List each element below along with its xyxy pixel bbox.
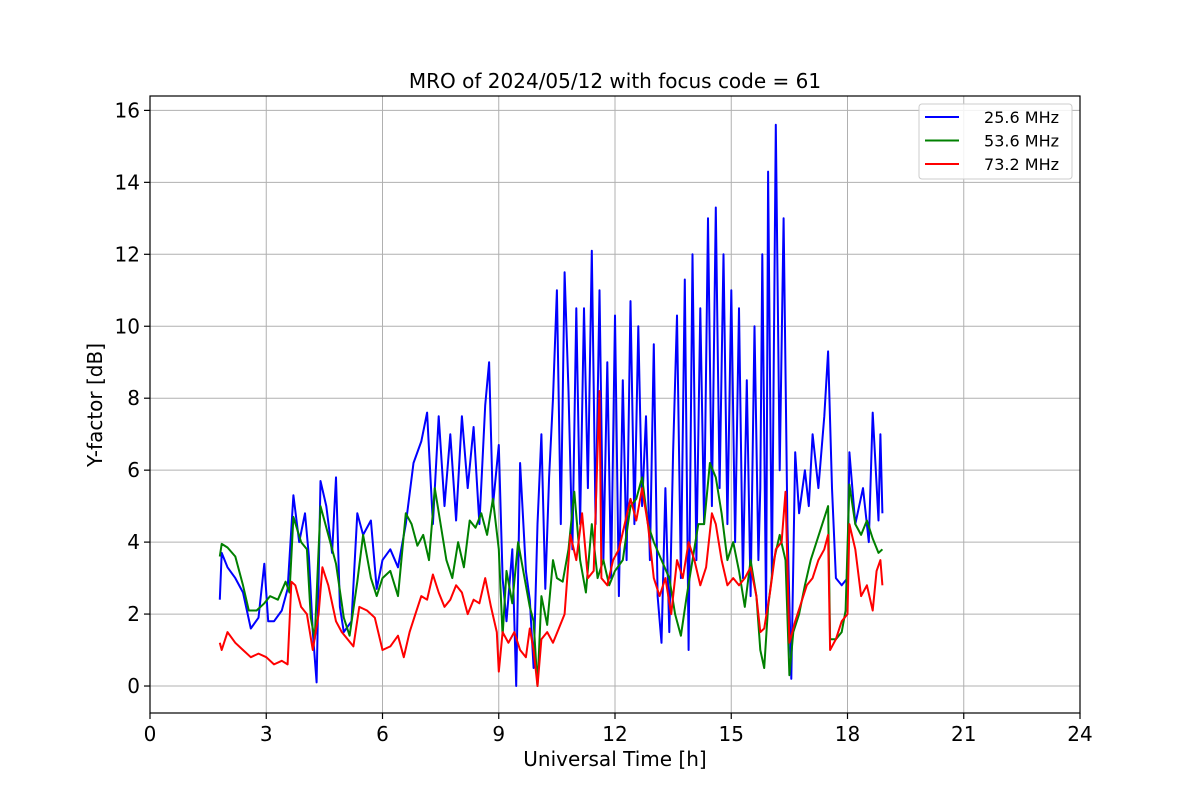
chart-title: MRO of 2024/05/12 with focus code = 61 [409, 69, 821, 93]
legend-box [918, 103, 1073, 180]
legend-label: 25.6 MHz [984, 108, 1059, 127]
y-tick-label: 10 [115, 314, 140, 338]
x-tick-label: 9 [492, 722, 505, 746]
x-tick-label: 21 [951, 722, 976, 746]
y-axis-ticks: 0 2 4 6 8 10 12 14 16 [115, 98, 150, 698]
x-axis-label: Universal Time [h] [523, 747, 706, 771]
y-tick-label: 2 [127, 602, 140, 626]
legend: 25.6 MHz 53.6 MHz 73.2 MHz [918, 103, 1073, 180]
y-axis-label: Y-factor [dB] [83, 343, 107, 468]
y-tick-label: 0 [127, 674, 140, 698]
legend-label: 53.6 MHz [984, 132, 1059, 151]
y-tick-label: 4 [127, 530, 140, 554]
legend-label: 73.2 MHz [984, 155, 1059, 174]
series-line-73-2-mhz [218, 390, 884, 687]
x-tick-label: 15 [719, 722, 744, 746]
x-tick-label: 3 [260, 722, 273, 746]
x-tick-label: 24 [1067, 722, 1092, 746]
x-tick-label: 6 [376, 722, 389, 746]
y-tick-label: 8 [127, 386, 140, 410]
y-tick-label: 6 [127, 458, 140, 482]
y-tick-label: 14 [115, 170, 140, 194]
x-axis-ticks: 0 3 6 9 12 15 18 21 24 [144, 713, 1093, 746]
grid [149, 96, 1081, 713]
y-tick-label: 16 [115, 98, 140, 122]
x-tick-label: 18 [835, 722, 860, 746]
y-tick-label: 12 [115, 242, 140, 266]
x-tick-label: 0 [144, 722, 157, 746]
series-line-53-6-mhz [218, 462, 884, 687]
x-tick-label: 12 [602, 722, 627, 746]
series-group [218, 123, 884, 687]
